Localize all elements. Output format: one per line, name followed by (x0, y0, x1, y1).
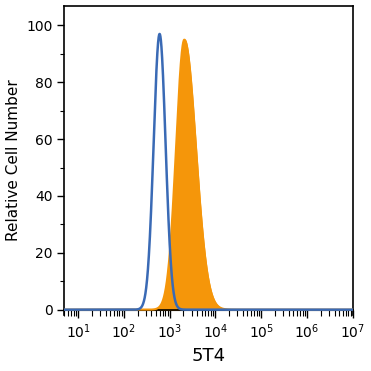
X-axis label: 5T4: 5T4 (191, 347, 226, 365)
Y-axis label: Relative Cell Number: Relative Cell Number (6, 79, 20, 241)
